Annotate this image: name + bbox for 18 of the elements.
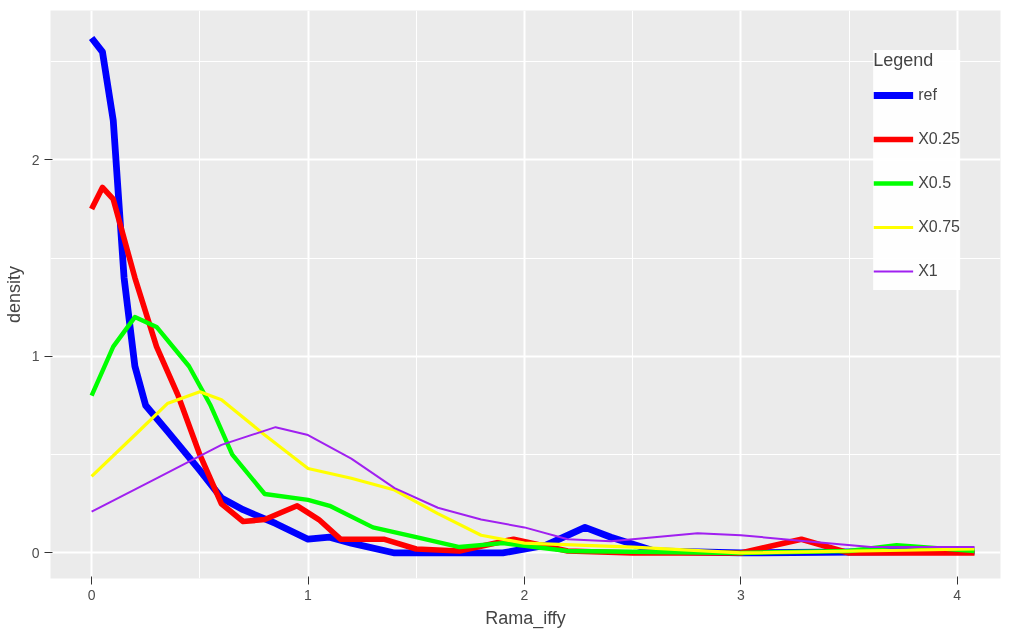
x-tick-label: 3 <box>736 586 745 603</box>
legend-label: X0.5 <box>918 174 952 192</box>
legend-label: X0.25 <box>918 130 960 148</box>
legend-label: ref <box>918 86 938 104</box>
y-tick-label: 1 <box>31 348 40 365</box>
line-series <box>90 426 976 549</box>
y-axis-title: density <box>3 265 24 324</box>
legend-label: X1 <box>918 262 939 280</box>
x-axis-title: Rama_iffy <box>485 607 566 629</box>
y-tick-label: 0 <box>31 544 40 561</box>
legend-title: Legend <box>873 50 935 71</box>
y-tick-label: 2 <box>31 151 40 168</box>
x-tick-label: 4 <box>953 586 962 603</box>
legend-label: X0.75 <box>918 218 960 236</box>
x-tick-label: 0 <box>87 586 96 603</box>
line-series <box>90 390 977 555</box>
x-tick-label: 2 <box>520 586 529 603</box>
x-tick-label: 1 <box>304 586 313 603</box>
